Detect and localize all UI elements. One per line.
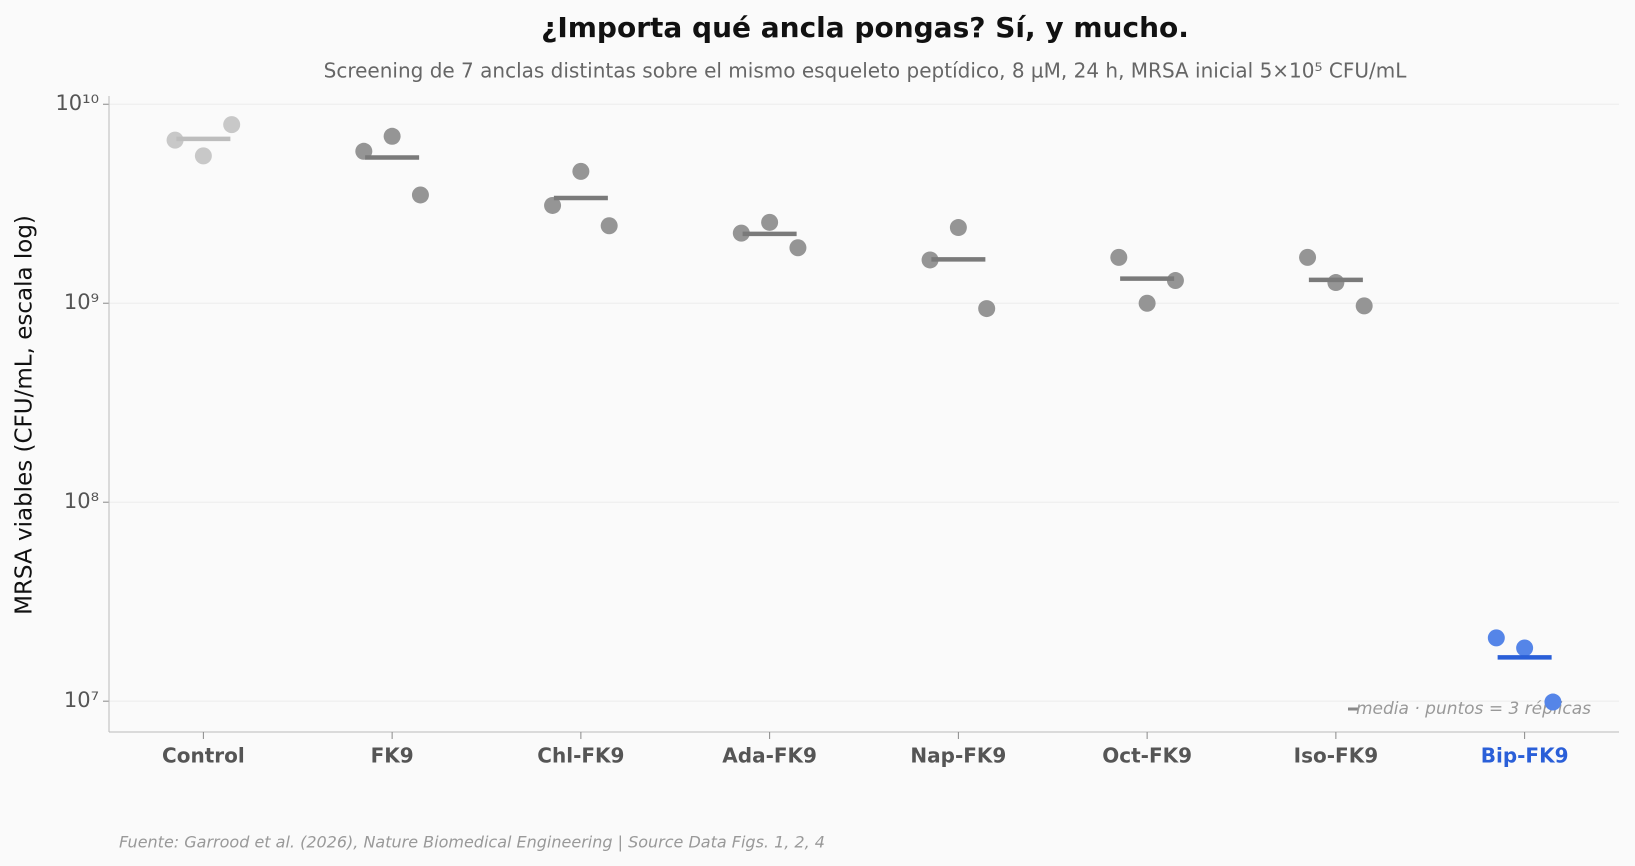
x-tick-label: Bip-FK9 xyxy=(1481,744,1569,768)
replicate-point xyxy=(732,224,750,242)
x-tick-label: FK9 xyxy=(371,744,414,768)
replicate-point xyxy=(544,196,562,214)
footer: Fuente: Garrood et al. (2026), Nature Bi… xyxy=(119,833,825,852)
replicate-point xyxy=(223,116,241,134)
x-tick-label: Iso-FK9 xyxy=(1294,744,1378,768)
y-tick-label: 10⁸ xyxy=(64,489,99,513)
replicate-point xyxy=(1138,294,1156,312)
replicate-point xyxy=(1544,693,1562,711)
replicate-point xyxy=(1299,248,1317,266)
x-tick-label: Ada-FK9 xyxy=(722,744,817,768)
replicate-point xyxy=(761,213,779,231)
replicate-point xyxy=(383,127,401,145)
replicate-point xyxy=(921,251,939,269)
y-tick-label: 10⁹ xyxy=(64,290,99,314)
replicate-point xyxy=(1327,274,1345,292)
x-tick-label: Oct-FK9 xyxy=(1102,744,1192,768)
replicate-point xyxy=(194,147,212,165)
x-tick-label: Nap-FK9 xyxy=(910,744,1006,768)
replicate-point xyxy=(1110,248,1128,266)
chart-subtitle: Screening de 7 anclas distintas sobre el… xyxy=(324,59,1408,83)
legend-note: media · puntos = 3 réplicas xyxy=(1356,699,1591,719)
replicate-point xyxy=(1355,297,1373,315)
replicate-point xyxy=(411,186,429,204)
y-tick-label: 10¹⁰ xyxy=(55,91,99,115)
y-tick-label: 10⁷ xyxy=(64,688,99,712)
replicate-point xyxy=(600,217,618,235)
chart-title: ¿Importa qué ancla pongas? Sí, y mucho. xyxy=(541,11,1189,44)
replicate-point xyxy=(166,131,184,149)
replicate-point xyxy=(1487,629,1505,647)
replicate-point xyxy=(572,162,590,180)
x-tick-label: Control xyxy=(162,744,245,768)
y-axis-label: MRSA viables (CFU/mL, escala log) xyxy=(12,215,38,615)
replicate-point xyxy=(789,239,807,257)
x-tick-label: Chl-FK9 xyxy=(537,744,624,768)
replicate-point xyxy=(1516,639,1534,657)
replicate-point xyxy=(1166,272,1184,290)
replicate-point xyxy=(978,300,996,318)
replicate-point xyxy=(949,219,967,237)
